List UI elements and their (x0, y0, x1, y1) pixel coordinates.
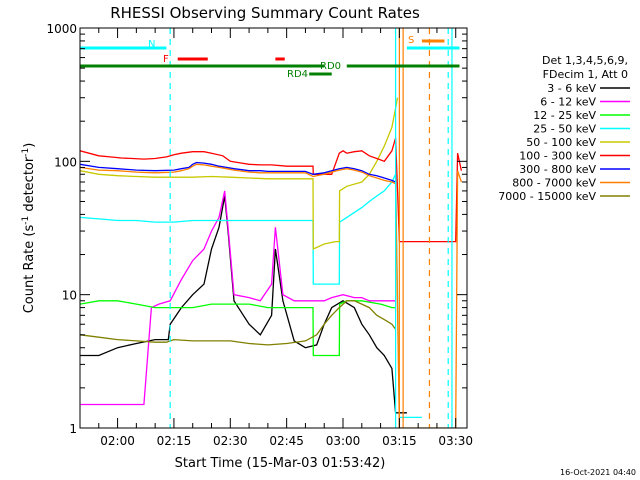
x-tick-label: 03:30 (438, 434, 473, 448)
timestamp: 16-Oct-2021 04:40 (560, 468, 636, 477)
flag-label-f: F (163, 54, 169, 65)
flag-label-rd4: RD4 (287, 69, 308, 80)
y-tick-label: 10 (62, 289, 77, 303)
y-tick-label: 1000 (46, 22, 77, 36)
legend-entry-label-2: 12 - 25 keV (533, 109, 596, 122)
x-tick-label: 03:15 (382, 434, 417, 448)
y-axis-label-close: ) (22, 143, 37, 148)
legend-entry-label-1: 6 - 12 keV (540, 96, 596, 109)
series-line-8 (80, 300, 397, 346)
legend-entry-label-6: 300 - 800 keV (519, 163, 596, 176)
legend-entry-label-4: 50 - 100 keV (526, 136, 596, 149)
y-axis-label-sup: -1 (21, 216, 31, 225)
y-axis-label: Count Rate (s-1 detector-1) (21, 143, 37, 314)
legend-header-line-2: FDecim 1, Att 0 (543, 68, 628, 81)
legend-header-line-1: Det 1,3,4,5,6,9, (542, 54, 628, 67)
y-tick-label: 1 (69, 422, 77, 436)
x-tick-label: 02:45 (269, 434, 304, 448)
legend-entry-label-5: 100 - 300 keV (519, 150, 596, 163)
legend-entry-label-7: 800 - 7000 keV (512, 177, 596, 190)
y-axis-label-tail: detector (22, 156, 37, 216)
x-tick-label: 02:00 (100, 434, 135, 448)
x-axis: 02:00 02:15 02:30 02:45 03:00 03:15 03:30 (98, 28, 473, 448)
y-axis-label-sup2: -1 (21, 148, 31, 157)
series-line-7 (80, 163, 463, 428)
x-tick-label: 02:30 (213, 434, 248, 448)
series-line-3 (80, 174, 422, 419)
chart-title: RHESSI Observing Summary Count Rates (110, 4, 420, 22)
x-tick-label: 03:00 (326, 434, 361, 448)
flag-label-s: S (408, 35, 414, 46)
series-line-6 (80, 161, 396, 183)
y-axis-label-part: Count Rate (s (22, 225, 37, 314)
flag-label-n: N (148, 39, 155, 50)
y-tick-label: 100 (54, 155, 77, 169)
plot-frame (79, 27, 468, 429)
legend-entry-label-3: 25 - 50 keV (533, 123, 596, 136)
flag-label-rd0: RD0 (320, 61, 341, 72)
legend-entry-label-8: 7000 - 15000 keV (498, 190, 596, 203)
plot-area (80, 28, 463, 428)
y-axis: 1 10 100 1000 (46, 22, 467, 436)
series-line-1 (80, 190, 396, 406)
legend-entry-label-0: 3 - 6 keV (547, 82, 596, 95)
legend: Det 1,3,4,5,6,9, FDecim 1, Att 0 3 - 6 k… (498, 54, 630, 203)
x-tick-label: 02:15 (157, 434, 192, 448)
x-axis-label: Start Time (15-Mar-03 01:53:42) (175, 456, 386, 471)
series-line-4 (80, 97, 399, 251)
